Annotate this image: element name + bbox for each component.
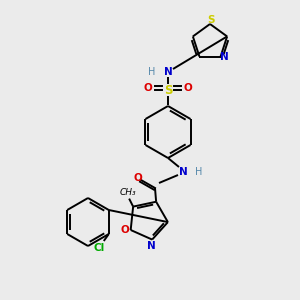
Text: Cl: Cl: [93, 243, 104, 253]
Text: O: O: [134, 173, 142, 183]
Text: H: H: [195, 167, 203, 177]
Text: S: S: [207, 15, 215, 25]
Text: N: N: [164, 67, 172, 77]
Text: O: O: [120, 225, 129, 235]
Text: N: N: [178, 167, 188, 177]
Text: O: O: [144, 83, 152, 93]
Text: N: N: [147, 241, 155, 250]
Text: CH₃: CH₃: [120, 188, 136, 197]
Text: O: O: [184, 83, 192, 93]
Text: S: S: [164, 83, 172, 97]
Text: H: H: [148, 67, 156, 77]
Text: N: N: [220, 52, 229, 61]
